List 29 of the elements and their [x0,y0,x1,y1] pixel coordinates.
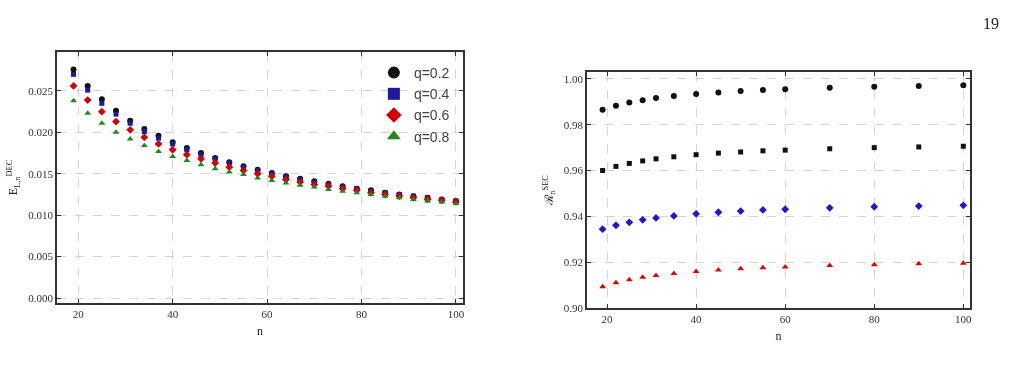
y-tick-label: 0.96 [563,164,584,177]
y-tick-label: 0.020 [28,126,54,139]
x-tick-label: 40 [167,307,179,320]
y-tick-label: 0.015 [28,167,54,180]
y-tick-label: 0.025 [28,84,54,97]
y-tick-label: 0.005 [28,250,54,263]
x-tick-label: 20 [72,307,85,320]
y-tick-label: 0.010 [28,209,54,222]
y-tick-label: 0.90 [563,301,584,314]
x-tick-label: 100 [955,312,973,325]
y-tick-label: 0.000 [28,291,54,304]
legend-label: q=0.6 [413,107,450,124]
x-tick-label: 80 [356,307,368,320]
y-tick-label: 0.92 [563,256,584,269]
y-tick-label: 0.98 [563,118,584,131]
legend-label: q=0.2 [413,65,450,82]
text: 19 [983,15,999,32]
x-tick-label: 100 [447,307,465,320]
x-tick-label: 40 [690,312,703,325]
y-tick-label: 1.00 [563,72,584,85]
x-tick-label: 80 [868,312,881,325]
y-tick-label: 0.94 [563,210,584,223]
x-tick-label: 20 [601,312,614,325]
x-axis-title: n [257,324,263,339]
x-tick-label: 60 [261,307,274,320]
x-tick-label: 60 [779,312,792,325]
x-axis-title: n [775,329,782,344]
legend-label: q=0.8 [413,128,450,145]
legend-label: q=0.4 [413,86,450,103]
